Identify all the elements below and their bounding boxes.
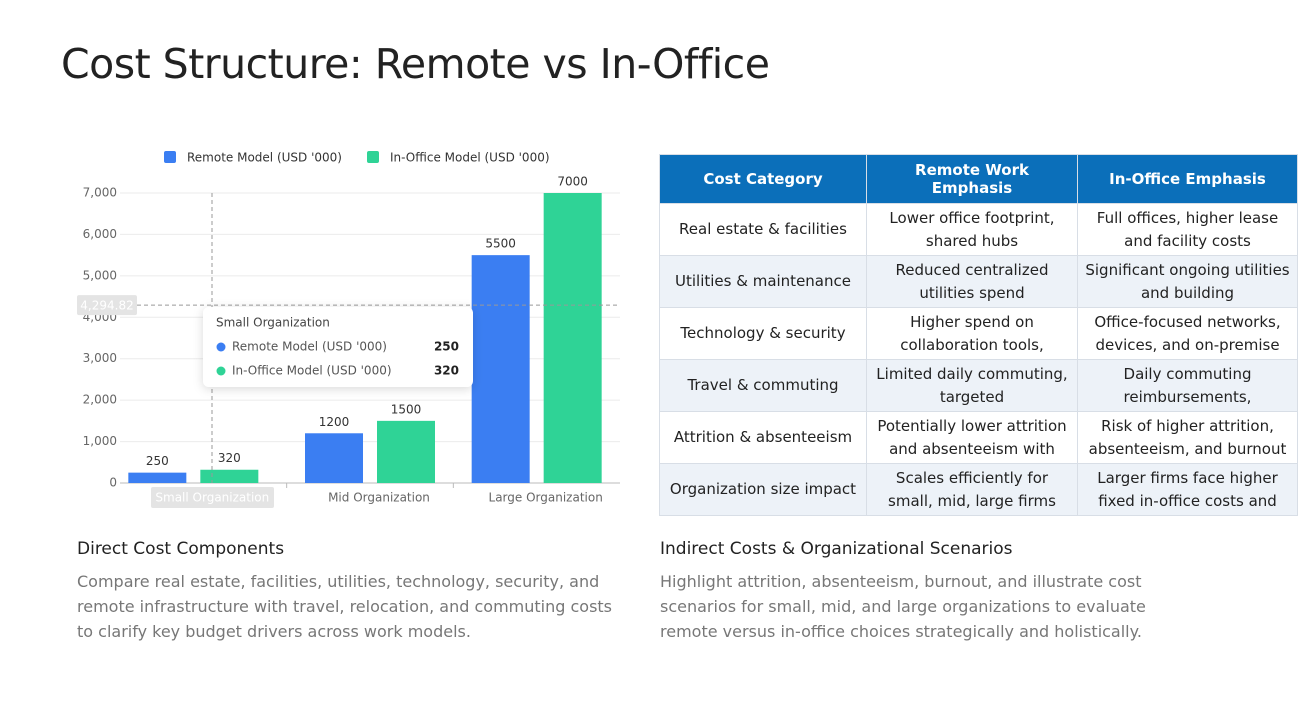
bar: [377, 420, 435, 483]
cell-text: Risk of higher attrition, absenteeism, a…: [1088, 416, 1287, 458]
value-label: 1500: [391, 402, 422, 416]
chart: 01,0002,0003,0004,0005,0006,0007,000Smal…: [77, 151, 620, 508]
table-cell: Potentially lower attrition and absentee…: [866, 411, 1078, 464]
table-cell: Utilities & maintenance: [659, 255, 867, 308]
bar: [305, 433, 363, 483]
tooltip-value: 320: [434, 364, 459, 378]
section-heading: Direct Cost Components: [77, 539, 285, 559]
tooltip-dot: [216, 342, 226, 352]
cell-text: Real estate & facilities: [679, 220, 847, 238]
cell-text: Daily commuting reimbursements,: [1123, 364, 1252, 406]
section-text: Compare real estate, facilities, utiliti…: [77, 572, 613, 641]
cell-text: Significant ongoing utilities and buildi…: [1085, 260, 1290, 302]
tooltip-series: Remote Model (USD '000): [232, 340, 387, 354]
header-cell: Cost Category: [659, 154, 867, 204]
table-cell: Significant ongoing utilities and buildi…: [1077, 255, 1298, 308]
table-cell: Real estate & facilities: [659, 203, 867, 256]
cell-text: Travel & commuting: [687, 376, 839, 394]
value-label: 5500: [485, 237, 516, 251]
value-label: 1200: [319, 415, 350, 429]
section: Indirect Costs & Organizational Scenario…: [660, 539, 1180, 644]
cost-table: Cost Category Remote Work Emphasis In-Offi…: [659, 154, 1298, 516]
y-tick-label: 2,000: [83, 393, 117, 407]
table-cell: Office-focused networks, devices, and on…: [1077, 307, 1298, 360]
tooltip-dot: [216, 366, 226, 376]
value-label: 7000: [557, 175, 588, 189]
cell-text: Larger firms face higher fixed in-office…: [1097, 468, 1278, 510]
bar: [543, 193, 602, 483]
table-cell: Technology & security: [659, 307, 867, 360]
tooltip-box: [203, 307, 473, 387]
cell-text: Limited daily commuting, targeted: [876, 364, 1068, 406]
legend-swatch: [367, 151, 379, 163]
y-tick-label: 0: [109, 476, 117, 490]
y-tick-label: 7,000: [83, 186, 117, 200]
slide-title: Cost Structure: Remote vs In-Office: [61, 40, 770, 88]
table-cell: Organization size impact: [659, 463, 867, 516]
header-cell: In-Office Emphasis: [1077, 154, 1298, 204]
table-cell: Attrition & absenteeism: [659, 411, 867, 464]
cell-text: Potentially lower attrition and absentee…: [877, 416, 1067, 458]
cell-text: Reduced centralized utilities spend: [895, 260, 1049, 302]
table-row: Attrition & absenteeism Potentially lower…: [659, 411, 1298, 464]
y-tick-label: 1,000: [83, 434, 117, 448]
crosshair-label: 4,294.82: [80, 299, 133, 313]
bar: [128, 472, 187, 483]
value-label: 250: [146, 454, 169, 468]
x-tick-label: Small Organization: [155, 491, 269, 505]
table-cell: Limited daily commuting, targeted: [866, 359, 1078, 412]
x-tick-label: Large Organization: [489, 491, 603, 505]
table-cell: Travel & commuting: [659, 359, 867, 412]
cell-text: Attrition & absenteeism: [673, 428, 853, 446]
cell-text: Scales efficiently for small, mid, large…: [888, 468, 1056, 510]
cell-text: Office-focused networks, devices, and on…: [1094, 312, 1281, 354]
header-cell: Remote Work Emphasis: [866, 154, 1078, 204]
cell-text: Utilities & maintenance: [675, 272, 851, 290]
table-cell: Full offices, higher lease and facility …: [1077, 203, 1298, 256]
tooltip-title: Small Organization: [216, 316, 330, 330]
table-row: Organization size impact Scales efficient…: [659, 463, 1298, 516]
bar: [200, 469, 259, 483]
legend-label: In-Office Model (USD '000): [390, 151, 550, 165]
cell-text: Organization size impact: [669, 480, 857, 498]
table-cell: Lower office footprint, shared hubs: [866, 203, 1078, 256]
table-cell: Higher spend on collaboration tools,: [866, 307, 1078, 360]
table-row: Real estate & facilities Lower office foo…: [659, 203, 1298, 256]
legend-swatch: [164, 151, 176, 163]
table-cell: Scales efficiently for small, mid, large…: [866, 463, 1078, 516]
cell-text: Technology & security: [680, 324, 846, 342]
y-tick-label: 3,000: [83, 351, 117, 365]
table-cell: Risk of higher attrition, absenteeism, a…: [1077, 411, 1298, 464]
legend-label: Remote Model (USD '000): [187, 151, 342, 165]
cell-text: Lower office footprint, shared hubs: [889, 208, 1055, 250]
table-cell: Daily commuting reimbursements,: [1077, 359, 1298, 412]
y-tick-label: 5,000: [83, 268, 117, 282]
table-cell: Reduced centralized utilities spend: [866, 255, 1078, 308]
section: Direct Cost Components Compare real esta…: [77, 539, 617, 644]
section-text: Highlight attrition, absenteeism, burnou…: [660, 572, 1146, 641]
bar: [471, 255, 530, 483]
tooltip-value: 250: [434, 340, 459, 354]
cell-text: Higher spend on collaboration tools,: [900, 312, 1044, 354]
y-tick-label: 6,000: [83, 227, 117, 241]
crosshair-label-box: [77, 295, 137, 316]
tooltip-series: In-Office Model (USD '000): [232, 364, 392, 378]
tooltip: Small Organization Remote Model (USD '000…: [203, 307, 473, 387]
table-header-row: Cost Category Remote Work Emphasis In-Offi…: [659, 154, 1298, 204]
table-cell: Larger firms face higher fixed in-office…: [1077, 463, 1298, 516]
x-tick-label: Mid Organization: [328, 491, 430, 505]
table-row: Utilities & maintenance Reduced centraliz…: [659, 255, 1298, 308]
x-label-highlight: [151, 487, 274, 508]
cell-text: Full offices, higher lease and facility …: [1096, 208, 1279, 250]
table-row: Travel & commuting Limited daily commutin…: [659, 359, 1298, 412]
value-label: 320: [218, 451, 241, 465]
table-row: Technology & security Higher spend on col…: [659, 307, 1298, 360]
section-heading: Indirect Costs & Organizational Scenario…: [660, 539, 1013, 559]
